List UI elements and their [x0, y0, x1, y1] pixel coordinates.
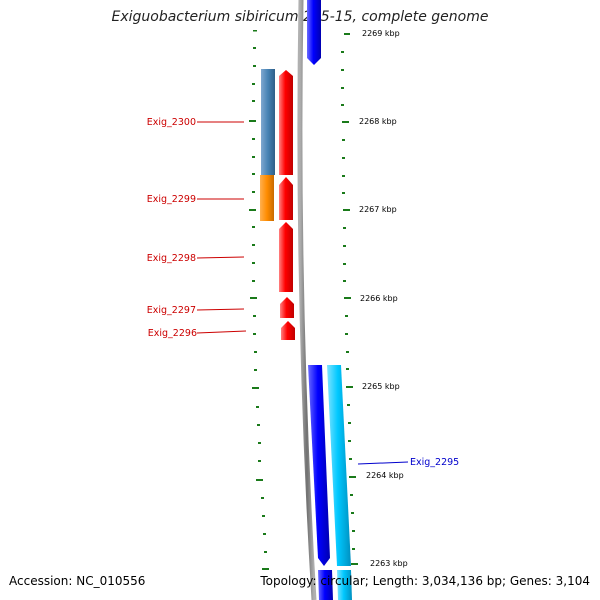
- accession-text: Accession: NC_010556: [9, 574, 146, 588]
- gene-label-exig-2298[interactable]: Exig_2298: [147, 253, 196, 264]
- gene-label-exig-2297[interactable]: Exig_2297: [147, 305, 196, 316]
- scale-label: 2263 kbp: [370, 559, 408, 568]
- scale-label: 2264 kbp: [366, 471, 404, 480]
- gene-exig-2295-part[interactable]: [308, 365, 330, 566]
- scale-label: 2267 kbp: [359, 205, 397, 214]
- scale-label: 2269 kbp: [362, 29, 400, 38]
- outer-tick-ring: [341, 33, 358, 565]
- inner-tick-ring: [249, 30, 269, 570]
- genome-backbone: [297, 0, 317, 600]
- scale-labels: 2269 kbp 2268 kbp 2267 kbp 2266 kbp 2265…: [359, 29, 408, 568]
- cog-bar-exig-2299[interactable]: [260, 175, 274, 221]
- gene-label-exig-2299[interactable]: Exig_2299: [147, 194, 196, 205]
- forward-genes: [307, 0, 352, 600]
- gene-label-exig-2295[interactable]: Exig_2295: [410, 457, 459, 468]
- topology-text: Topology: circular; Length: 3,034,136 bp…: [260, 574, 590, 588]
- gene-exig-2297[interactable]: [280, 297, 294, 318]
- gene-exig-2300[interactable]: [279, 70, 293, 175]
- reverse-genes: [279, 70, 295, 340]
- cog-bar-forward-bottom[interactable]: [337, 570, 352, 600]
- gene-exig-2299[interactable]: [279, 177, 293, 220]
- gene-labels: Exig_2300 Exig_2299 Exig_2298 Exig_2297 …: [147, 117, 459, 468]
- gene-label-exig-2300[interactable]: Exig_2300: [147, 117, 196, 128]
- cog-bar-exig-2295[interactable]: [327, 365, 351, 566]
- scale-label: 2266 kbp: [360, 294, 398, 303]
- gene-label-exig-2296[interactable]: Exig_2296: [148, 328, 197, 339]
- gene-forward-top[interactable]: [307, 0, 321, 65]
- scale-label: 2268 kbp: [359, 117, 397, 126]
- label-leaders: [196, 121, 409, 465]
- gene-exig-2298[interactable]: [279, 222, 293, 292]
- cog-bar-exig-2300[interactable]: [261, 69, 275, 175]
- gene-exig-2296[interactable]: [281, 321, 295, 340]
- scale-label: 2265 kbp: [362, 382, 400, 391]
- gene-forward-bottom[interactable]: [318, 570, 333, 600]
